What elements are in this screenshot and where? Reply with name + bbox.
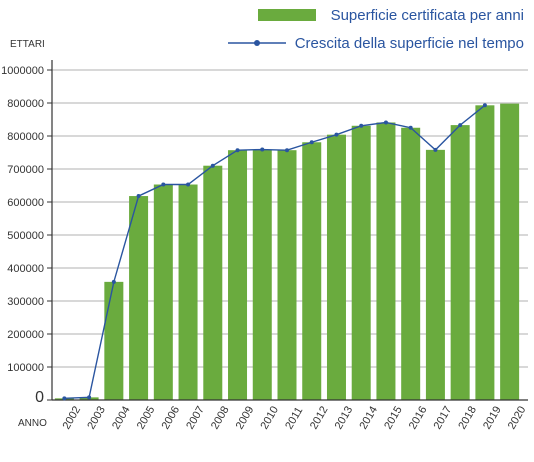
- line-point: [359, 123, 364, 128]
- x-tick-label: 2004: [110, 404, 133, 431]
- bar: [178, 184, 198, 400]
- line-point: [458, 123, 463, 128]
- legend-bar-swatch: [258, 9, 316, 21]
- y-tick-label: 1000000: [1, 65, 44, 77]
- bar: [376, 122, 396, 400]
- line-point: [186, 182, 191, 187]
- x-tick-label: 2014: [357, 404, 380, 431]
- y-tick-label: 100000: [7, 362, 44, 374]
- y-axis-title: ETTARI: [10, 39, 45, 50]
- line-point: [482, 103, 487, 108]
- legend-bar-label: Superficie certificata per anni: [331, 7, 524, 24]
- x-tick-label: 2018: [456, 404, 479, 431]
- x-tick-label: 2020: [506, 404, 529, 431]
- line-point: [161, 182, 166, 187]
- y-tick-label: 700000: [7, 164, 44, 176]
- line-point: [260, 147, 265, 152]
- bar: [351, 125, 371, 401]
- x-tick-label: 2015: [382, 404, 405, 431]
- x-tick-label: 2007: [184, 404, 207, 431]
- x-tick-label: 2017: [432, 404, 455, 431]
- x-tick-label: 2019: [481, 404, 504, 431]
- x-tick-label: 2012: [308, 404, 331, 431]
- x-tick-label: 2008: [209, 404, 232, 431]
- line-point: [433, 147, 438, 152]
- bar: [450, 125, 470, 401]
- line-point: [136, 194, 141, 199]
- bar: [500, 103, 520, 400]
- x-axis-title: ANNO: [18, 418, 47, 429]
- line-point: [383, 120, 388, 125]
- y-tick-label: 200000: [7, 329, 44, 341]
- x-tick-label: 2002: [61, 404, 84, 431]
- y-tick-label: 800000: [7, 131, 44, 143]
- bar: [104, 281, 124, 400]
- line-point: [62, 396, 67, 401]
- x-tick-label: 2010: [258, 404, 281, 431]
- x-tick-label: 2011: [283, 405, 305, 431]
- line-point: [285, 148, 289, 153]
- legend-line-marker: [254, 40, 260, 46]
- y-tick-label: 500000: [7, 230, 44, 242]
- x-tick-label: 2013: [333, 404, 356, 431]
- bar: [153, 184, 173, 400]
- bar: [252, 149, 272, 400]
- x-tick-label: 2005: [135, 404, 158, 431]
- x-tick-label: 2009: [234, 404, 257, 431]
- x-tick-label: 2003: [85, 404, 108, 431]
- y-tick-label: 400000: [7, 263, 44, 275]
- legend: Superficie certificata per anni Crescita…: [228, 7, 524, 52]
- bar: [401, 127, 421, 400]
- line-point: [235, 148, 240, 153]
- line-point: [309, 140, 314, 145]
- line-point: [87, 395, 92, 400]
- y-tick-label: 300000: [7, 296, 44, 308]
- y-tick-label: 800000: [7, 98, 44, 110]
- line-point: [408, 125, 413, 130]
- bar: [425, 149, 445, 400]
- bar: [277, 150, 297, 400]
- x-tick-label: 2016: [407, 404, 430, 431]
- x-tick-label: 2006: [160, 404, 183, 431]
- line-point: [111, 279, 116, 284]
- bar: [326, 134, 346, 400]
- line-point: [334, 132, 339, 137]
- line-point: [210, 163, 215, 168]
- legend-line-label: Crescita della superficie nel tempo: [295, 35, 524, 52]
- bar: [129, 196, 149, 400]
- bar: [228, 150, 248, 400]
- y-tick-label: 0: [35, 389, 44, 406]
- bar: [475, 105, 495, 400]
- bar: [302, 142, 322, 400]
- bar: [203, 165, 223, 400]
- line-series: [64, 104, 486, 400]
- y-tick-label: 600000: [7, 197, 44, 209]
